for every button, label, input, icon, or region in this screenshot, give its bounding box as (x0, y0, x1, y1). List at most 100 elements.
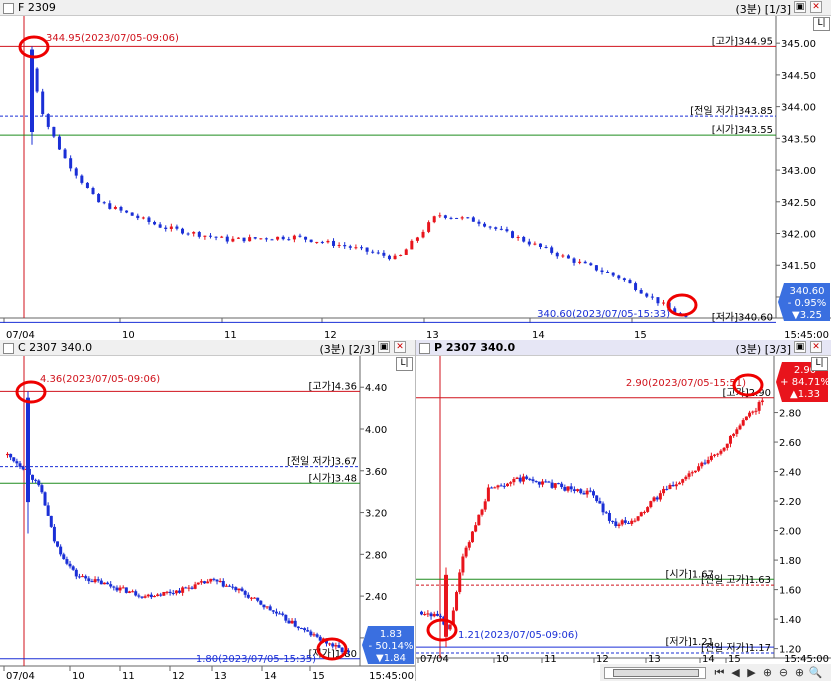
candle-body (174, 590, 178, 594)
candle-body (96, 579, 100, 581)
x-tick-label: 10 (72, 671, 85, 681)
candle-body (102, 202, 106, 204)
current-price-tag (778, 283, 830, 321)
candle-body (65, 559, 69, 564)
call-option-chart-pane[interactable]: C 2307 340.0 (3분) [2/3] ▣ ✕ 4.40 4.00 3.60… (0, 340, 416, 681)
candle-body (162, 591, 166, 596)
put-option-chart-pane[interactable]: P 2307 340.0 (3분) [3/3] ▣ ✕ 2.80 2.60 2.40… (416, 340, 831, 664)
candle-body (561, 255, 565, 257)
candle-body (725, 443, 729, 448)
candle-body (290, 620, 294, 624)
candle-body (6, 453, 9, 456)
horizontal-scrollbar[interactable] (604, 667, 706, 679)
scroll-start-icon[interactable]: ⏮ (714, 666, 725, 679)
call-pane-titlebar[interactable]: C 2307 340.0 (3분) [2/3] ▣ ✕ (0, 340, 415, 356)
candle-body (480, 509, 484, 515)
close-icon[interactable]: ✕ (394, 341, 406, 353)
candle-body (645, 293, 649, 297)
candle-body (340, 647, 344, 653)
candle-body (467, 542, 471, 548)
close-icon[interactable]: ✕ (810, 341, 822, 353)
candle-body (63, 149, 67, 159)
x-tick-label: 15:45:00 (784, 654, 829, 664)
scrollbar-thumb[interactable] (613, 669, 699, 677)
candle-body (328, 643, 332, 645)
current-price-tag-text: ▲1.33 (790, 389, 820, 400)
candle-body (611, 520, 615, 522)
axis-settings-icon[interactable]: L| (811, 357, 828, 371)
candle-body (415, 237, 419, 241)
candle-body (249, 597, 253, 599)
pane-select-checkbox[interactable] (3, 3, 14, 14)
x-tick-label: 11 (224, 330, 237, 340)
chart-scroll-toolbar: ⏮ ◀ ▶ ⊕ ⊖ ⊕ 🔍 (600, 664, 831, 681)
call-candlestick-chart[interactable]: 4.404.003.603.202.802.402.0007/041011121… (0, 356, 416, 681)
candle-body (9, 453, 13, 458)
candle-body (589, 263, 593, 266)
candle-body (578, 261, 582, 263)
put-candlestick-chart[interactable]: 2.80 2.60 2.40 2.20 2.00 1.80 1.60 1.40 1.20 07/0… (416, 356, 831, 664)
candle-body (69, 158, 73, 169)
candle-body (617, 275, 621, 279)
candle-body (18, 463, 22, 467)
y-tick-label: 341.50 (781, 261, 816, 272)
restore-icon[interactable]: ▣ (378, 341, 390, 353)
candle-body (197, 232, 201, 237)
candle-body (553, 483, 557, 488)
candle-body (623, 520, 627, 523)
scroll-right-icon[interactable]: ▶ (747, 666, 756, 679)
pane-select-checkbox[interactable] (419, 343, 430, 354)
candle-body (59, 546, 63, 555)
candle-body (595, 495, 599, 502)
futures-pane-titlebar[interactable]: F 2309 (3분) [1/3] ▣ ✕ (0, 0, 831, 16)
candle-body (109, 584, 113, 587)
candle-body (656, 297, 660, 304)
magnifier-icon[interactable]: 🔍 (808, 666, 823, 679)
candle-body (427, 222, 431, 232)
y-tick-label: 2.20 (779, 497, 801, 508)
candle-body (270, 239, 274, 241)
zoom-in-icon[interactable]: ⊕ (762, 666, 773, 679)
candle-body (304, 236, 308, 240)
candle-body (175, 226, 179, 229)
candle-body (435, 613, 439, 616)
candle-body (601, 503, 605, 513)
y-tick-label: 344.50 (781, 71, 816, 82)
futures-chart-pane[interactable]: F 2309 (3분) [1/3] ▣ ✕ 345.00 344.50 344.00… (0, 0, 831, 340)
candle-body (228, 585, 232, 587)
current-price-tag-text: 1.83 (380, 629, 402, 640)
axis-settings-icon[interactable]: L| (813, 17, 830, 31)
scroll-left-icon[interactable]: ◀ (731, 666, 740, 679)
candle-body (448, 624, 452, 630)
candle-body (684, 476, 688, 480)
current-price-tag-text: ▼1.84 (376, 653, 406, 664)
y-tick-label: 3.60 (365, 467, 387, 478)
futures-candlestick-chart[interactable]: 345.00 344.50 344.00 343.50 343.00 342.50 342.… (0, 16, 831, 340)
axis-settings-icon[interactable]: L| (396, 357, 413, 371)
candle-body (455, 217, 459, 219)
zoom-out-icon[interactable]: ⊖ (778, 666, 789, 679)
candle-body (496, 485, 500, 488)
candle-body (115, 587, 119, 591)
current-price-tag-text: 340.60 (790, 286, 825, 297)
candle-body (93, 579, 97, 583)
candle-body (259, 600, 263, 605)
pane-select-checkbox[interactable] (3, 343, 14, 354)
candle-body (243, 590, 247, 595)
close-icon[interactable]: ✕ (810, 1, 822, 13)
y-tick-label: 2.80 (365, 550, 387, 561)
candle-body (156, 594, 160, 597)
candle-body (306, 630, 310, 632)
candle-body (309, 631, 313, 636)
candle-body (80, 175, 84, 183)
restore-icon[interactable]: ▣ (794, 341, 806, 353)
zoom-fit-icon[interactable]: ⊕ (794, 666, 805, 679)
candle-body (231, 586, 235, 588)
restore-icon[interactable]: ▣ (794, 1, 806, 13)
candle-body (703, 462, 707, 464)
prev-high-label: [전일 고가]1.63 (701, 574, 771, 586)
candle-body (315, 241, 319, 243)
put-pane-titlebar[interactable]: P 2307 340.0 (3분) [3/3] ▣ ✕ (416, 340, 831, 356)
candle-body (642, 511, 646, 513)
candle-body (158, 224, 162, 228)
